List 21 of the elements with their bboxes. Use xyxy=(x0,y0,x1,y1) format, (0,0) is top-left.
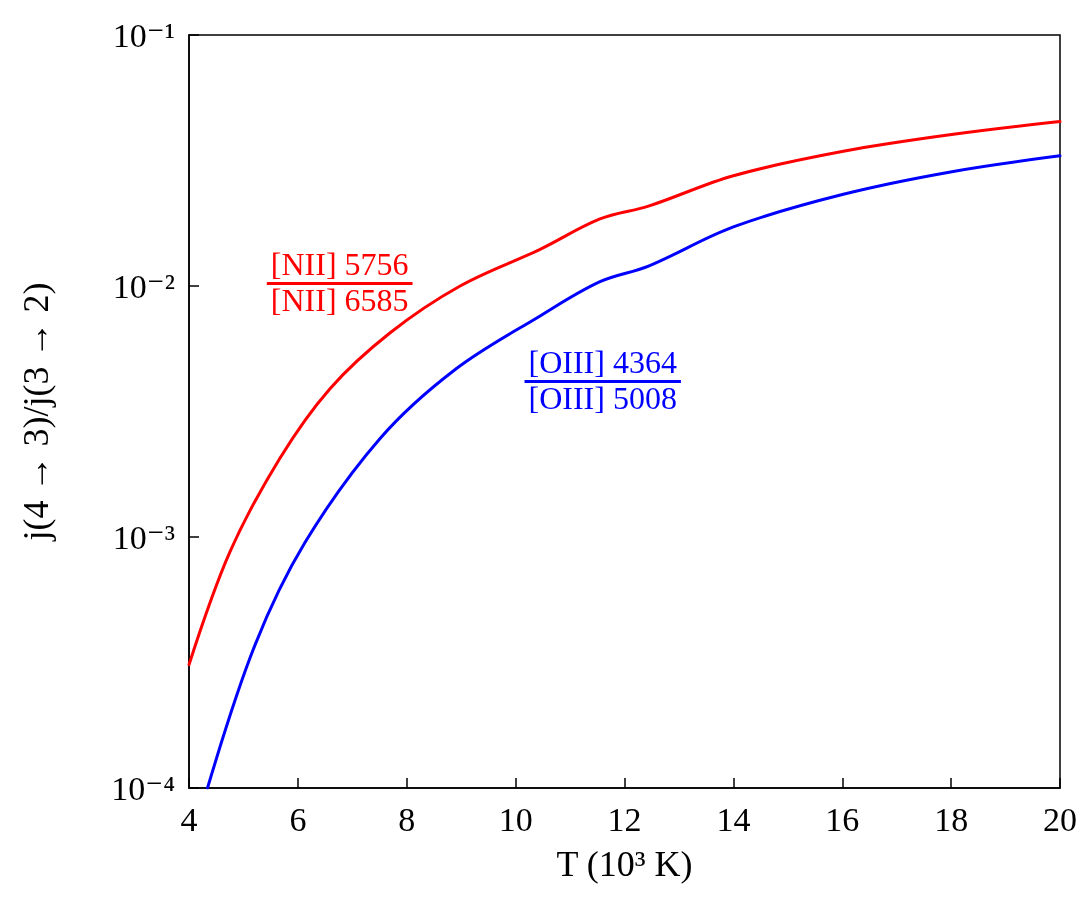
annotation: [NII] 6585 xyxy=(270,282,409,319)
y-axis-title: j(4 → 3)/j(3 → 2) xyxy=(16,282,56,543)
line-series xyxy=(206,154,1062,790)
line-series xyxy=(187,120,1062,667)
x-tick-label: 12 xyxy=(607,800,642,838)
y-tick-label: 10⁻⁴ xyxy=(111,769,175,807)
annotation: [OIII] 4364 xyxy=(528,344,677,381)
y-tick-label: 10⁻¹ xyxy=(112,16,175,54)
annotation: [OIII] 5008 xyxy=(528,380,677,417)
x-tick-label: 10 xyxy=(498,800,533,838)
x-tick-label: 20 xyxy=(1043,800,1077,838)
y-tick-label: 10⁻² xyxy=(112,267,175,305)
x-tick-label: 8 xyxy=(398,800,416,838)
x-tick-label: 18 xyxy=(934,800,969,838)
x-tick-label: 16 xyxy=(825,800,860,838)
x-tick-label: 6 xyxy=(289,800,307,838)
y-tick-label: 10⁻³ xyxy=(112,518,175,556)
annotation: [NII] 5756 xyxy=(270,246,409,283)
x-tick-label: 4 xyxy=(180,800,198,838)
x-tick-label: 14 xyxy=(716,800,751,838)
x-axis-title: T (10³ K) xyxy=(556,844,693,884)
